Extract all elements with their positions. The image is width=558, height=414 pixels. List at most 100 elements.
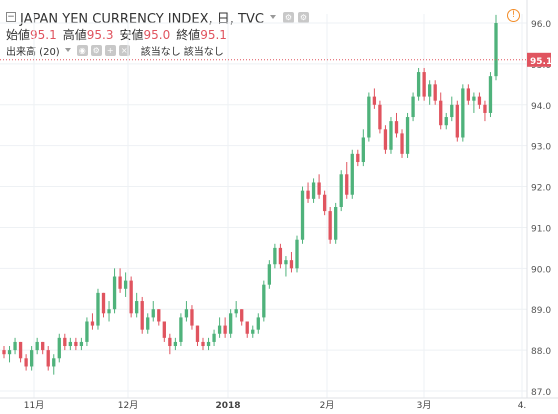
candle-body — [328, 211, 332, 240]
alert-clock-icon[interactable]: ! — [507, 9, 520, 22]
candle-body — [455, 104, 459, 138]
candle-body — [112, 276, 117, 310]
candle-body — [317, 182, 321, 195]
candle-body — [179, 317, 183, 342]
candle-body — [367, 96, 371, 138]
y-tick-label: 91.0 — [531, 224, 551, 234]
candle-body — [383, 129, 388, 150]
candle-body — [378, 104, 382, 130]
candle-body — [444, 117, 448, 126]
candle-body — [212, 333, 216, 342]
candle-body — [63, 337, 67, 347]
candle-body — [267, 264, 272, 285]
close-icon[interactable]: × — [118, 44, 130, 56]
candle-body — [79, 341, 84, 347]
open-value: 95.1 — [30, 28, 57, 42]
candle-body — [472, 96, 476, 101]
ohlc-legend: 始値95.1 高値95.3 安値95.0 終値95.1 — [6, 26, 227, 42]
candle-body — [361, 137, 365, 163]
candle-body — [29, 350, 34, 367]
close-label: 終値 — [176, 28, 201, 42]
candle-body — [107, 309, 111, 314]
candle-body — [46, 350, 50, 367]
candle-body — [411, 96, 415, 118]
candle-body — [201, 341, 205, 347]
x-tick-label: 2月 — [320, 400, 335, 411]
candle-body — [162, 321, 166, 338]
candle-body — [405, 117, 410, 154]
candle-body — [334, 207, 338, 240]
candle-body — [41, 341, 45, 351]
chevron-down-icon[interactable] — [269, 15, 276, 19]
candle-body — [306, 190, 310, 199]
volume-legend: 出来高 (20) ◉ ⚙ + × 該当なし 該当なし — [6, 43, 224, 58]
high-value: 95.3 — [86, 28, 114, 42]
plus-icon[interactable]: + — [104, 44, 116, 56]
candle-body — [240, 309, 244, 322]
settings-icon[interactable]: ⚙ — [90, 44, 102, 56]
candle-body — [129, 280, 133, 314]
eye-icon[interactable]: ◉ — [76, 44, 88, 56]
candle-body — [146, 317, 150, 330]
candle-body — [466, 88, 471, 101]
candle-body — [101, 292, 106, 314]
x-tick-label: 3月 — [417, 400, 432, 411]
collapse-icon[interactable]: − — [6, 12, 16, 22]
candle-body — [7, 350, 12, 355]
candle-body — [217, 325, 222, 334]
candle-body — [439, 100, 443, 126]
y-tick-label: 89.0 — [531, 306, 551, 316]
candle-body — [389, 121, 393, 150]
candle-body — [140, 301, 144, 330]
y-tick-label: 93.0 — [531, 143, 551, 153]
y-tick-label: 92.0 — [531, 184, 551, 194]
candle-body — [195, 325, 200, 342]
candle-body — [339, 174, 343, 207]
x-tick-label: 11月 — [24, 400, 44, 411]
volume-label[interactable]: 出来高 (20) — [6, 46, 60, 58]
candle-body — [400, 133, 404, 154]
x-tick-label: 12月 — [118, 400, 138, 411]
candle-body — [157, 309, 161, 322]
candle-body — [450, 104, 454, 118]
candle-body — [184, 309, 189, 318]
high-label: 高値 — [62, 28, 87, 42]
last-price-tag — [527, 52, 551, 67]
candle-body — [2, 350, 6, 355]
candle-body — [394, 121, 399, 134]
candle-body — [372, 96, 377, 105]
candle-body — [488, 76, 493, 113]
candle-body — [273, 247, 277, 265]
volume-chevron-down-icon[interactable] — [64, 48, 71, 52]
candle-body — [356, 153, 360, 163]
candle-body — [416, 72, 421, 97]
candle-body — [262, 284, 266, 318]
volume-value-na-1: 該当なし — [140, 46, 181, 58]
candle-body — [234, 309, 238, 314]
y-tick-label: 87.0 — [531, 388, 551, 398]
x-tick-label: 4. — [518, 401, 527, 411]
candle-body — [168, 337, 172, 347]
low-label: 安値 — [119, 28, 144, 42]
y-tick-label: 96.0 — [531, 20, 551, 30]
settings-icon[interactable]: ⚙ — [282, 11, 294, 23]
settings-alt-icon[interactable]: ⚙ — [297, 11, 309, 23]
candle-body — [483, 104, 487, 113]
y-tick-label: 90.0 — [531, 265, 551, 275]
candle-body — [284, 260, 288, 265]
candle-body — [345, 174, 349, 195]
candle-body — [223, 325, 227, 334]
candle-body — [35, 341, 39, 351]
candle-body — [68, 341, 72, 347]
candle-body — [85, 321, 89, 342]
volume-value-na-2: 該当なし — [183, 46, 224, 58]
candle-body — [477, 96, 482, 105]
x-tick-label: 2018 — [215, 401, 240, 411]
open-label: 始値 — [6, 28, 31, 42]
y-tick-label: 88.0 — [531, 347, 551, 357]
last-price-tag-label: 95.1 — [530, 57, 552, 67]
candle-body — [300, 190, 305, 240]
candle-body — [52, 358, 56, 367]
candle-body — [118, 276, 122, 289]
